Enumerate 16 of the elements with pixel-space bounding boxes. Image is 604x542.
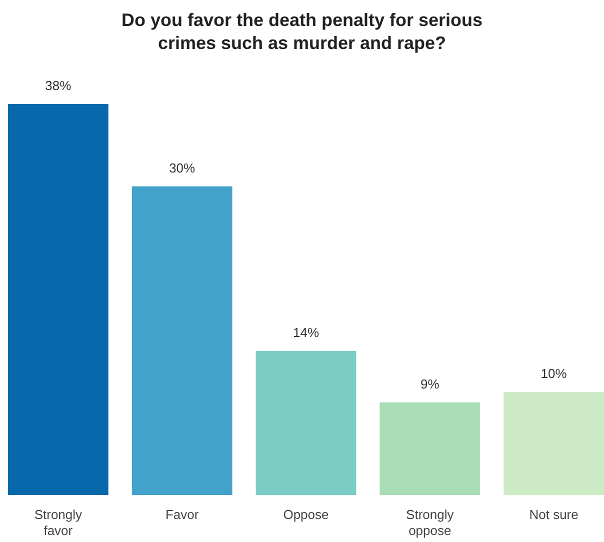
bar: [8, 104, 108, 495]
x-tick-label: Strongly oppose: [406, 507, 454, 538]
x-tick-label: Strongly favor: [34, 507, 83, 538]
chart-title: Do you favor the death penalty for serious crimes such as murder and rape?: [121, 10, 483, 53]
bar: [380, 402, 480, 495]
bar: [132, 186, 232, 495]
data-label: 10%: [540, 366, 568, 382]
bar: [256, 350, 356, 495]
data-label: 9%: [420, 376, 440, 392]
x-tick-label: Oppose: [283, 507, 329, 522]
x-tick-label: Not sure: [529, 507, 578, 522]
data-label: 38%: [45, 78, 72, 93]
data-label: 30%: [169, 160, 196, 176]
x-tick-label: Favor: [165, 507, 200, 522]
data-label: 14%: [292, 324, 320, 340]
bar: [504, 392, 604, 495]
